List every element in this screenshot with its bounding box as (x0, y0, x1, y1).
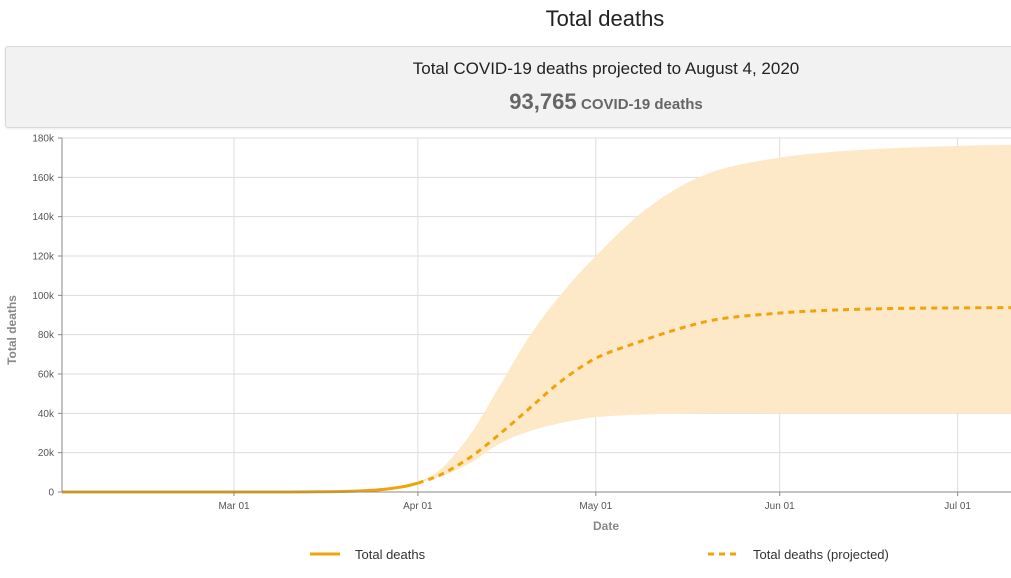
legend: Total deaths Total deaths (projected) (310, 547, 889, 562)
y-tick-label: 120k (32, 252, 55, 263)
legend-label-total: Total deaths (355, 547, 426, 562)
total-deaths-line (61, 481, 419, 494)
uncertainty-band-layer (417, 144, 1011, 484)
y-axis-title: Total deaths (5, 295, 19, 365)
axis-layer: 0 20k 40k 60k 80k 100k 120k 140k 160k 180k Mar 01 A… (5, 134, 1011, 533)
projected-deaths-line (417, 306, 1011, 485)
x-axis-title: Date (593, 519, 619, 533)
page-title: Total deaths (545, 6, 665, 31)
legend-label-projected: Total deaths (projected) (753, 547, 889, 562)
y-tick-label: 80k (38, 330, 55, 341)
summary-number: 93,765 (509, 89, 577, 114)
y-tick-label: 60k (38, 370, 55, 381)
summary-value-row: 93,765 COVID-19 deaths (6, 89, 1011, 115)
x-tick-label: Jun 01 (765, 501, 795, 512)
x-tick-label: Mar 01 (218, 501, 250, 512)
y-tick-label: 40k (38, 409, 55, 420)
summary-headline: Total COVID-19 deaths projected to Augus… (412, 59, 800, 78)
x-tick-label: Jul 01 (944, 501, 971, 512)
summary-box: Total COVID-19 deaths projected to Augus… (5, 46, 1011, 128)
y-tick-label: 100k (32, 291, 55, 302)
y-tick-label: 20k (38, 448, 55, 459)
y-tick-label: 180k (32, 134, 55, 145)
y-tick-label: 140k (32, 212, 55, 223)
uncertainty-band (417, 144, 1011, 484)
summary-unit: COVID-19 deaths (581, 96, 703, 113)
x-tick-label: May 01 (579, 501, 612, 512)
x-tick-label: Apr 01 (403, 501, 433, 512)
y-tick-label: 160k (32, 173, 55, 184)
total-deaths-chart: 0 20k 40k 60k 80k 100k 120k 140k 160k 180k Mar 01 A… (5, 134, 1011, 562)
y-tick-label: 0 (48, 488, 54, 499)
